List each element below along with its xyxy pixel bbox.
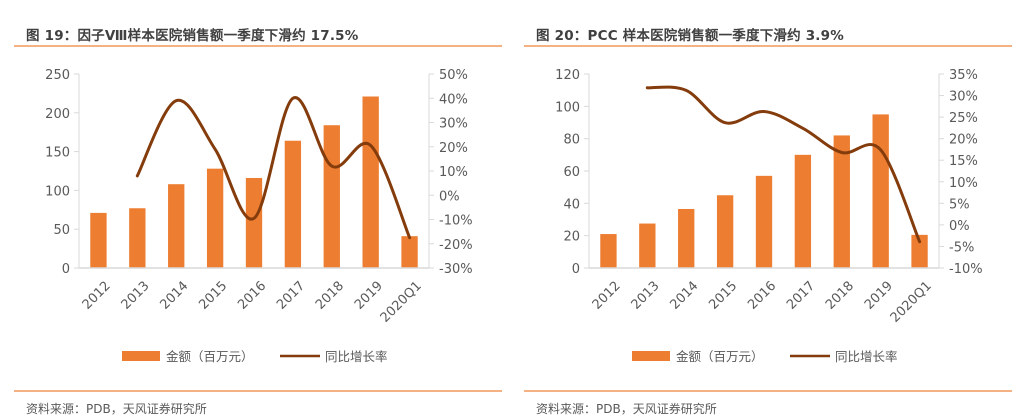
left-tick-label: 100 — [555, 100, 580, 115]
right-tick-label: 20% — [949, 133, 978, 148]
line-points — [137, 98, 410, 238]
legend: 金额（百万元） 同比增长率 — [122, 349, 388, 364]
bar-2014 — [678, 208, 695, 268]
figure-19-source: 资料来源：PDB，天风证券研究所 — [26, 402, 207, 416]
x-tick-label: 2015 — [706, 279, 740, 313]
legend-bar-swatch — [122, 351, 160, 361]
legend-bar-label: 金额（百万元） — [676, 349, 764, 364]
right-tick-label: 10% — [439, 165, 468, 180]
legend-line-label: 同比增长率 — [325, 349, 388, 364]
right-axis-ticks: -10% -5% 0% 5% 10% 15% 20% 25% 30% 35% — [939, 68, 983, 277]
right-tick-label: 50% — [439, 68, 468, 83]
left-tick-label: 50 — [53, 223, 70, 238]
bar-2019 — [872, 114, 889, 269]
right-tick-label: -20% — [439, 238, 473, 253]
x-tick-label: 2014 — [157, 279, 191, 313]
legend-bar-swatch — [632, 351, 670, 361]
left-axis-ticks: 0 50 100 150 200 250 — [45, 68, 79, 277]
x-tick-label: 2012 — [80, 279, 114, 313]
bar-2012 — [90, 212, 107, 268]
right-tick-label: 40% — [439, 92, 468, 107]
left-tick-label: 150 — [45, 146, 70, 161]
figure-20-source: 资料来源：PDB，天风证券研究所 — [536, 402, 717, 416]
figure-20-title: 图 20：PCC 样本医院销售额一季度下滑约 3.9% — [536, 28, 844, 44]
left-tick-label: 0 — [572, 262, 580, 277]
x-tick-label: 2013 — [629, 279, 663, 313]
x-tick-label: 2014 — [667, 279, 701, 313]
left-tick-label: 80 — [563, 133, 580, 148]
x-tick-label: 2013 — [119, 279, 153, 313]
figure-19-panel: 图 19：因子Ⅷ样本医院销售额一季度下滑约 17.5% 0 50 100 150 200… — [14, 0, 509, 419]
bar-2012 — [600, 234, 617, 268]
x-tick-label: 2017 — [784, 279, 818, 313]
x-tick-label: 2015 — [196, 279, 230, 313]
right-tick-label: 20% — [439, 141, 468, 156]
left-tick-label: 40 — [563, 197, 580, 212]
bar-2017 — [284, 140, 302, 268]
right-tick-label: 35% — [949, 68, 978, 83]
figure-19-chart: 0 50 100 150 200 250 -30% -20% -10% 0% 10% 20% 30% 40… — [45, 68, 473, 364]
bar-2019 — [362, 96, 379, 268]
right-tick-label: 0% — [439, 189, 460, 204]
right-tick-label: 30% — [439, 117, 468, 132]
right-tick-label: 25% — [949, 111, 978, 126]
right-tick-label: 15% — [949, 154, 978, 169]
bar-series — [600, 114, 928, 269]
bar-2020Q1 — [401, 236, 418, 268]
legend-line-label: 同比增长率 — [835, 349, 898, 364]
bar-series — [90, 96, 418, 268]
source-divider — [524, 390, 1012, 392]
x-tick-label: 2017 — [274, 279, 308, 313]
x-tick-label: 2016 — [235, 279, 269, 313]
legend: 金额（百万元） 同比增长率 — [632, 349, 898, 364]
x-tick-label: 2019 — [352, 279, 386, 313]
right-tick-label: 10% — [949, 176, 978, 191]
bar-2015 — [206, 168, 224, 268]
bar-2017 — [794, 154, 812, 268]
bar-2018 — [323, 125, 340, 268]
x-tick-label: 2016 — [745, 279, 779, 313]
right-tick-label: -5% — [949, 240, 974, 255]
left-tick-label: 120 — [555, 68, 580, 83]
right-axis-ticks: -30% -20% -10% 0% 10% 20% 30% 40% 50% — [429, 68, 473, 277]
left-tick-label: 0 — [62, 262, 70, 277]
x-tick-label: 2019 — [862, 279, 896, 313]
left-axis-ticks: 0 20 40 60 80 100 120 — [555, 68, 589, 277]
bar-2020Q1 — [911, 234, 928, 268]
bar-2014 — [168, 184, 185, 268]
title-divider — [14, 45, 502, 47]
bar-2013 — [129, 208, 146, 268]
right-tick-label: -10% — [439, 214, 473, 229]
figure-19-title: 图 19：因子Ⅷ样本医院销售额一季度下滑约 17.5% — [26, 28, 359, 44]
title-divider — [524, 45, 1012, 47]
bar-2016 — [245, 177, 263, 268]
bar-2013 — [639, 223, 656, 268]
left-tick-label: 20 — [563, 230, 580, 245]
right-tick-label: 0% — [949, 219, 970, 234]
right-tick-label: -30% — [439, 262, 473, 277]
growth-rate-line — [135, 96, 412, 240]
x-tick-label: 2020Q1 — [888, 279, 935, 326]
figure-20-panel: 图 20：PCC 样本医院销售额一季度下滑约 3.9% 0 20 40 60 80 100… — [524, 0, 1019, 419]
right-tick-label: 5% — [949, 197, 970, 212]
x-tick-label: 2012 — [590, 279, 624, 313]
x-tick-label: 2020Q1 — [378, 279, 425, 326]
x-tick-label: 2018 — [313, 279, 347, 313]
bar-2015 — [716, 195, 734, 268]
source-divider — [14, 390, 502, 392]
left-tick-label: 200 — [45, 107, 70, 122]
line-points — [647, 87, 920, 242]
left-tick-label: 100 — [45, 184, 70, 199]
bar-2018 — [833, 135, 850, 268]
right-tick-label: 30% — [949, 90, 978, 105]
figure-20-chart: 0 20 40 60 80 100 120 -10% -5% 0% 5% 10% 15% 20% 25% 30… — [555, 68, 983, 364]
x-tick-label: 2018 — [823, 279, 857, 313]
right-tick-label: -10% — [949, 262, 983, 277]
legend-bar-label: 金额（百万元） — [166, 349, 254, 364]
bar-2016 — [755, 175, 773, 268]
left-tick-label: 60 — [563, 165, 580, 180]
left-tick-label: 250 — [45, 68, 70, 83]
